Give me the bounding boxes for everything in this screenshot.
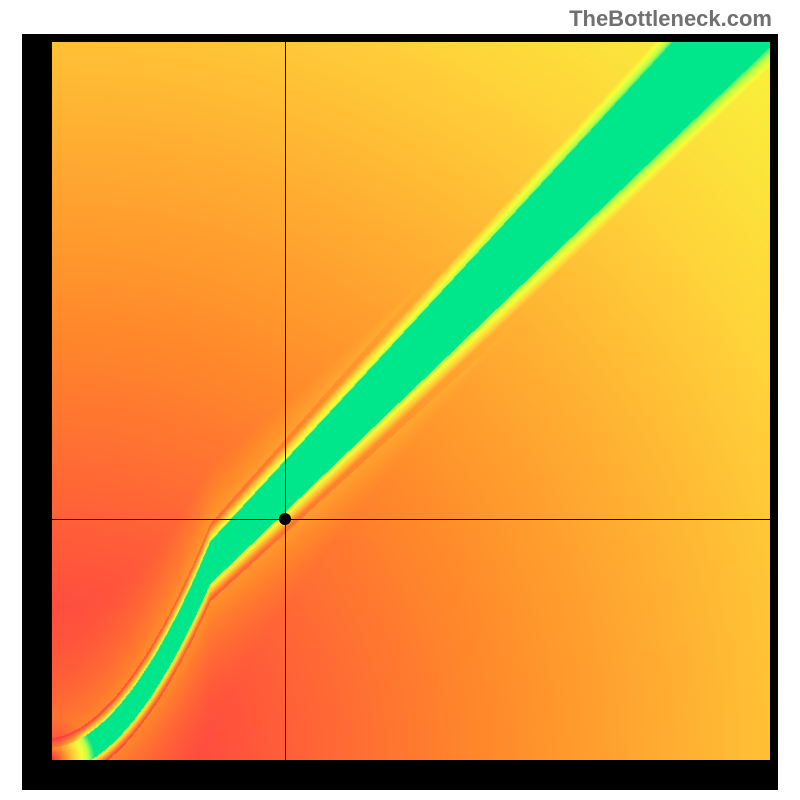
heatmap-canvas: [52, 42, 770, 760]
root-container: TheBottleneck.com: [0, 0, 800, 800]
watermark-text: TheBottleneck.com: [569, 6, 772, 32]
chart-frame: [22, 34, 778, 790]
crosshair-vertical: [285, 42, 286, 760]
marker-dot: [279, 513, 291, 525]
crosshair-horizontal: [52, 519, 770, 520]
plot-area: [52, 42, 770, 760]
